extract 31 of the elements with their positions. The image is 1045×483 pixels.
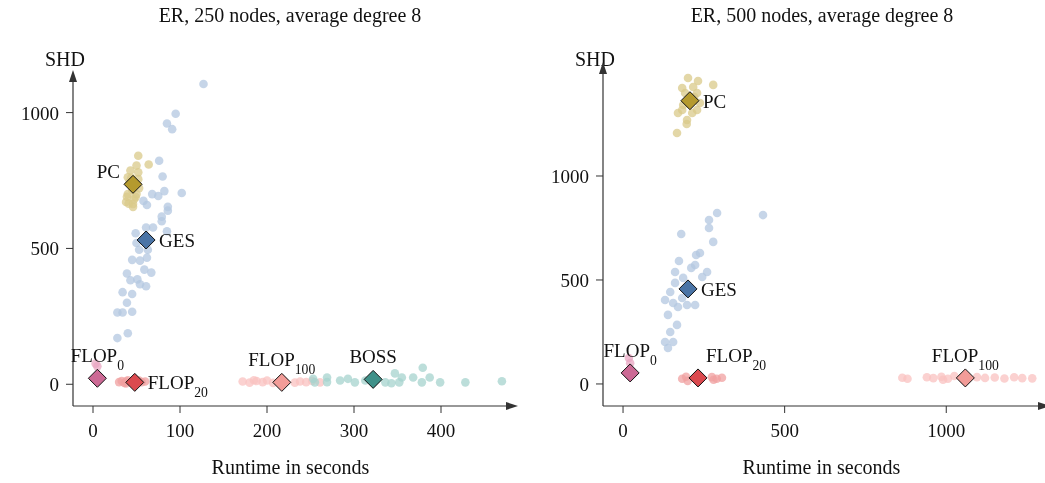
x-tick-label: 500: [770, 420, 799, 441]
x-tick-label: 300: [339, 420, 369, 441]
series-label: BOSS: [349, 346, 397, 368]
y-axis-title: SHD: [45, 48, 86, 70]
y-tick-label: 500: [560, 269, 589, 291]
series-label: GES: [701, 278, 737, 300]
x-tick-label: 200: [252, 420, 282, 441]
x-axis-title: Runtime in seconds: [742, 456, 901, 478]
x-axis-title: Runtime in seconds: [211, 456, 370, 478]
series-label: PC: [96, 161, 121, 183]
series-label: PC: [702, 90, 727, 112]
series-label: FLOP$_{100}$: [931, 344, 999, 373]
x-tick-label: 0: [618, 420, 628, 441]
y-tick-label: 1000: [551, 165, 589, 187]
series-label: FLOP$_{20}$: [147, 372, 209, 400]
y-tick-label: 0: [49, 374, 59, 396]
series-label: FLOP$_{20}$: [706, 344, 767, 373]
x-tick-label: 1000: [927, 420, 966, 441]
chart-title: ER, 500 nodes, average degree 8: [690, 4, 954, 27]
x-tick-label: 100: [165, 420, 195, 441]
chart-title: ER, 250 nodes, average degree 8: [158, 4, 422, 27]
series-label: FLOP$_{0}$: [603, 339, 657, 368]
y-tick-label: 0: [579, 373, 589, 395]
y-tick-label: 500: [30, 238, 59, 260]
x-tick-label: 0: [88, 420, 98, 441]
x-tick-label: 400: [426, 420, 456, 441]
y-axis-title: SHD: [575, 48, 616, 70]
series-label: FLOP$_{100}$: [248, 349, 316, 377]
series-label: GES: [159, 230, 195, 252]
series-label: FLOP$_{0}$: [70, 345, 125, 373]
y-tick-label: 1000: [21, 102, 59, 124]
